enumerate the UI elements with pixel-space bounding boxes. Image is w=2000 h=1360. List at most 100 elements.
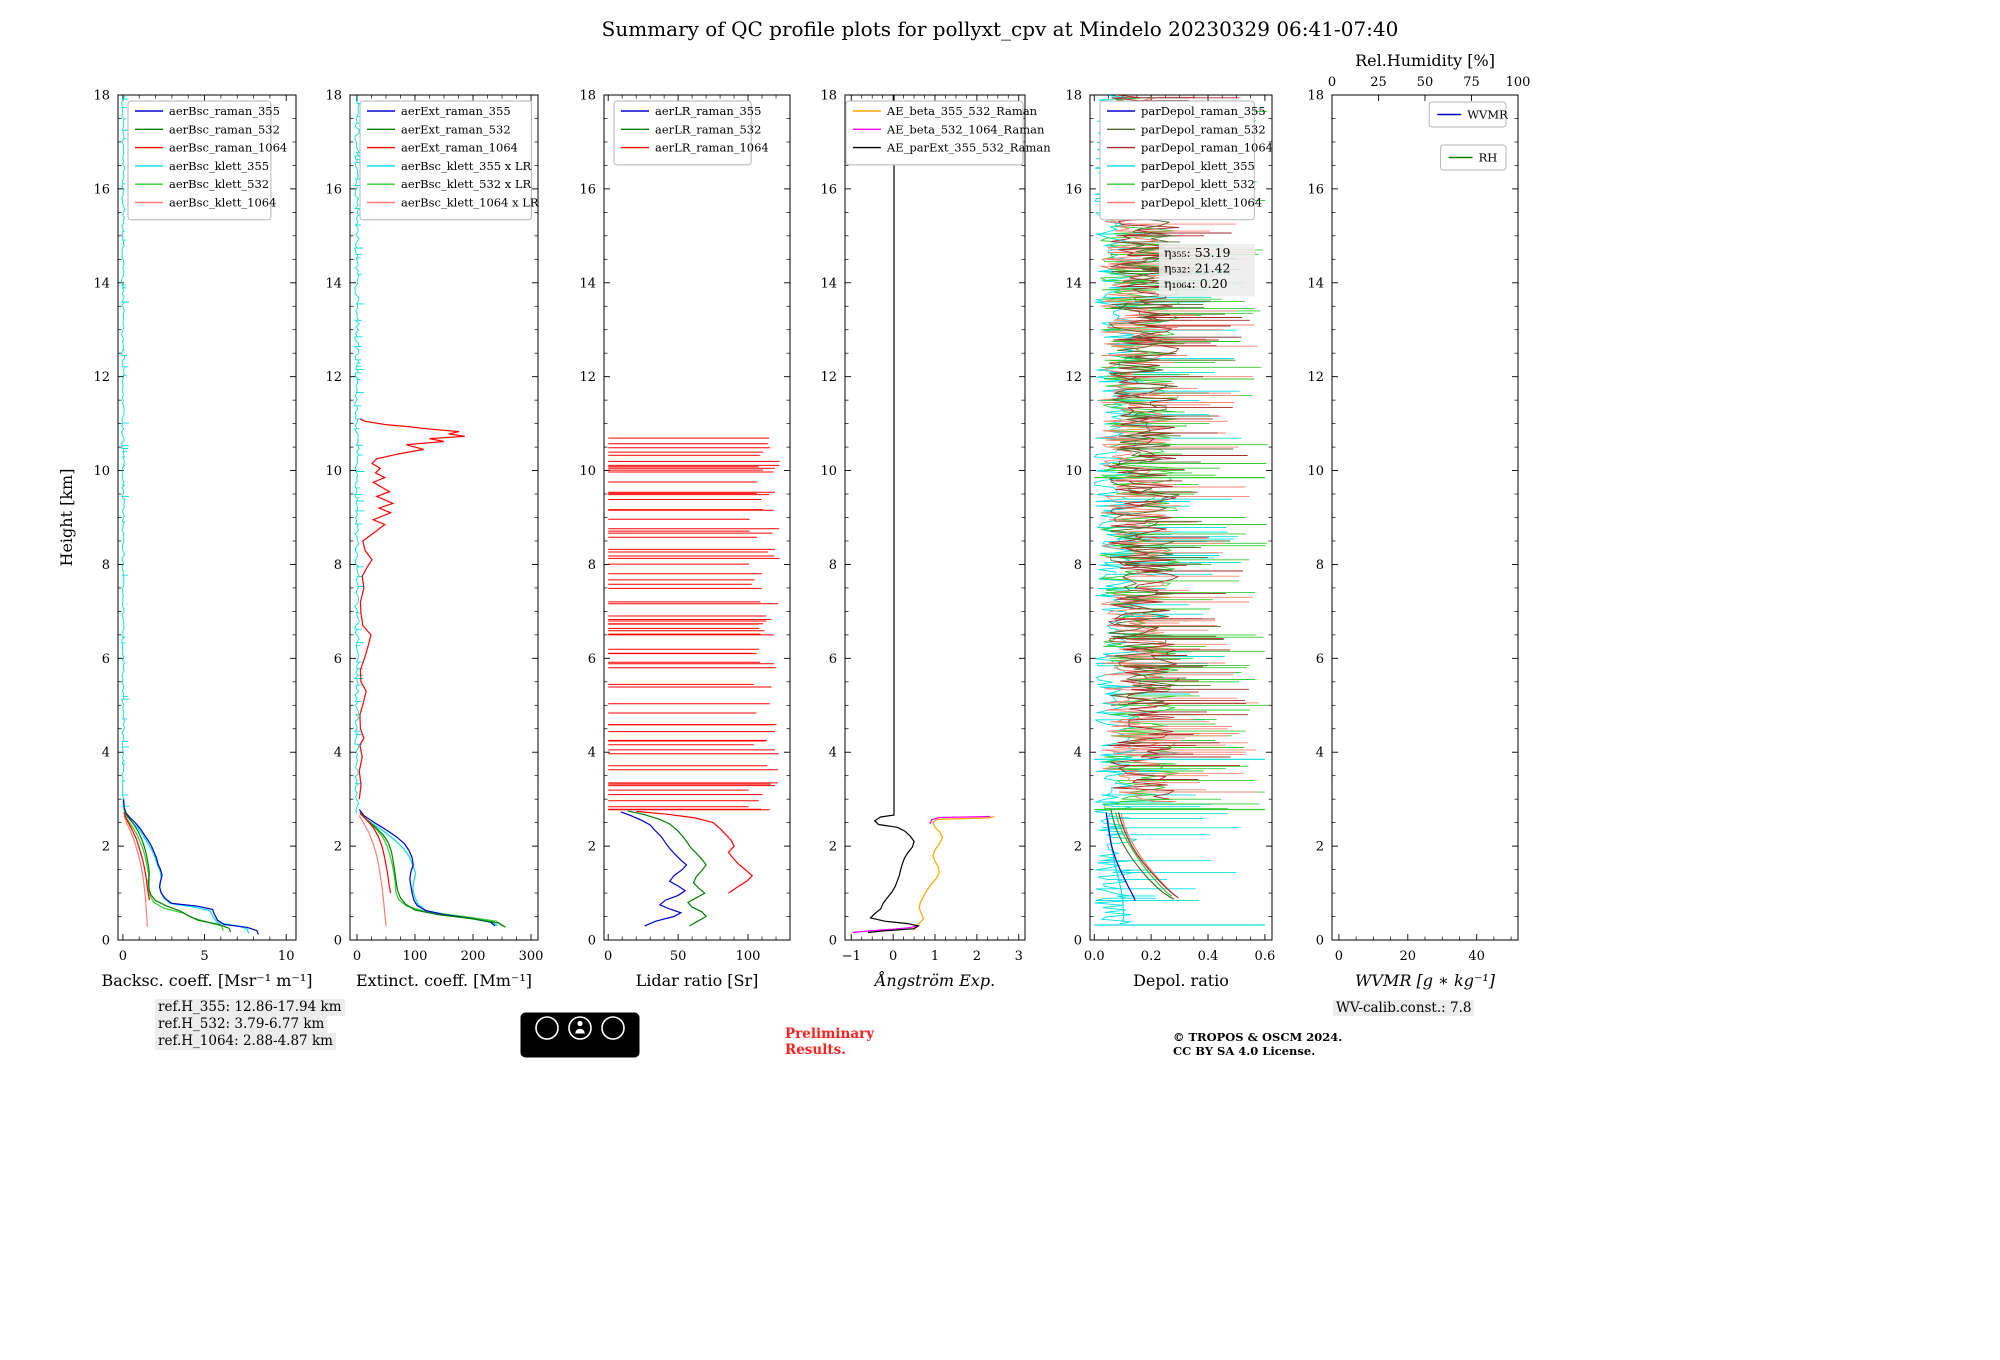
series-aerBsc_klett_355_x_LR (353, 96, 365, 814)
y-tick-label: 4 (102, 746, 110, 761)
ref-height-1064: ref.H_1064: 2.88-4.87 km (155, 1033, 336, 1050)
x-tick-label: 50 (670, 949, 687, 964)
person-icon (577, 1020, 583, 1027)
legend-label: aerExt_raman_1064 (401, 141, 518, 155)
x-tick-label: 20 (1400, 949, 1417, 964)
y-tick-label: 8 (829, 558, 837, 573)
y-tick-label: 12 (820, 370, 837, 385)
cc-by-icon (568, 1016, 592, 1040)
series-AE_beta_532_1064_Raman_low (852, 925, 919, 934)
y-tick-label: 18 (579, 89, 596, 104)
cc-sa-label: SA (606, 1047, 620, 1057)
y-tick-label: 2 (1074, 840, 1082, 855)
y-tick-label: 4 (1316, 746, 1324, 761)
preliminary-line2: Results. (785, 1042, 846, 1058)
legend-label: aerBsc_klett_532 (169, 177, 269, 191)
y-tick-label: 2 (588, 840, 596, 855)
y-tick-label: 16 (820, 182, 837, 197)
y-tick-label: 16 (1307, 182, 1324, 197)
axes-frame (844, 94, 1026, 941)
legend-label: parDepol_raman_1064 (1141, 141, 1273, 155)
copyright-note: © TROPOS & OSCM 2024. CC BY SA 4.0 Licen… (1173, 1030, 1342, 1058)
y-tick-label: 14 (1065, 276, 1082, 291)
y-tick-label: 14 (1307, 276, 1324, 291)
preliminary-results-note: Preliminary Results. (785, 1026, 874, 1058)
eta-annotation-line: η₃₅₅: 53.19 (1164, 245, 1231, 260)
copyright-line1: © TROPOS & OSCM 2024. (1173, 1030, 1343, 1044)
legend-label: aerBsc_raman_355 (169, 104, 280, 118)
x-axis-label: Lidar ratio [Sr] (636, 971, 759, 990)
eta-annotation-box (1159, 243, 1255, 297)
preliminary-line1: Preliminary (785, 1026, 875, 1042)
series-aerExt_raman_1064_low (359, 811, 392, 894)
legend-label: parDepol_raman_355 (1141, 104, 1266, 118)
series-aerBsc_klett_1064 (123, 815, 148, 927)
y-tick-label: 0 (102, 934, 110, 949)
series-AE_beta_355_532_Raman (912, 815, 995, 931)
legend-label: WVMR (1467, 108, 1508, 122)
x-tick-label: 0 (353, 949, 361, 964)
legend-box (359, 100, 532, 221)
x-axis-label: Extinct. coeff. [Mm⁻¹] (356, 971, 532, 990)
y-tick-label: 0 (334, 934, 342, 949)
legend-box (1099, 100, 1255, 221)
series-aerExt_raman_532 (359, 812, 506, 928)
legend-label: AE_parExt_355_532_Raman (886, 141, 1051, 155)
y-tick-label: 12 (579, 370, 596, 385)
x-tick-label: 40 (1468, 949, 1485, 964)
x-tick-label: 0 (889, 949, 897, 964)
y-tick-label: 12 (325, 370, 342, 385)
axes-frame (117, 94, 297, 941)
series-aerBsc_raman_355 (123, 799, 259, 935)
x-tick-label: 10 (278, 949, 295, 964)
wv-calibration-constant: WV-calib.const.: 7.8 (1333, 1000, 1475, 1016)
y-tick-label: 18 (1307, 89, 1324, 104)
y-tick-label: 14 (579, 276, 596, 291)
top-tick-label: 75 (1463, 75, 1480, 90)
y-tick-label: 0 (1074, 934, 1082, 949)
y-tick-label: 10 (325, 464, 342, 479)
y-tick-label: 12 (1307, 370, 1324, 385)
x-tick-label: 5 (200, 949, 208, 964)
person-body-icon (575, 1028, 585, 1034)
y-tick-label: 2 (102, 840, 110, 855)
y-tick-label: 8 (1316, 558, 1324, 573)
x-tick-label: 0.0 (1084, 949, 1105, 964)
ref-height-532: ref.H_532: 3.79-6.77 km (155, 1016, 328, 1033)
y-tick-label: 6 (1316, 652, 1324, 667)
legend-box (845, 100, 1024, 166)
x-tick-label: 0 (119, 949, 127, 964)
legend-label: aerExt_raman_355 (401, 104, 511, 118)
eta-annotation-line: η₁₀₆₄: 0.20 (1164, 276, 1228, 291)
legend-label: aerBsc_klett_532 x LR (401, 177, 532, 191)
legend-label: aerBsc_klett_355 (169, 159, 269, 173)
series-aerBsc_raman_532 (123, 808, 232, 933)
panel-depol: 0 2 4 6 8 10 12 14 16 18 0.0 0.2 0.4 0.6 Depol. ratio η… (1065, 89, 1275, 991)
legend-label: aerBsc_klett_1064 x LR (401, 196, 539, 210)
series-aerBsc_klett_355 (120, 95, 130, 807)
y-tick-label: 10 (93, 464, 110, 479)
cc-by-label: BY (573, 1047, 587, 1057)
x-tick-label: 0.6 (1255, 949, 1276, 964)
legend-label: AE_beta_532_1064_Raman (886, 122, 1045, 136)
share-alike-arrow-icon: ↺ (608, 1022, 618, 1036)
legend-label: aerLR_raman_532 (655, 122, 761, 136)
y-tick-label: 6 (102, 652, 110, 667)
panel-backscatter: 0 2 4 6 8 10 12 14 16 18 0 5 10 Backsc. coeff. [Msr⁻¹… (93, 89, 312, 991)
x-tick-label: −1 (842, 949, 861, 964)
y-tick-label: 6 (334, 652, 342, 667)
axes-frame (1331, 94, 1519, 941)
y-tick-label: 6 (1074, 652, 1082, 667)
y-tick-label: 8 (1074, 558, 1082, 573)
cc-icon-label: CC (539, 1024, 555, 1035)
top-tick-label: 100 (1506, 75, 1531, 90)
y-tick-label: 18 (325, 89, 342, 104)
top-tick-label: 0 (1328, 75, 1336, 90)
y-tick-label: 10 (579, 464, 596, 479)
series-aerBsc_klett_355_x_LR (362, 816, 498, 927)
legend-label: parDepol_klett_355 (1141, 159, 1255, 173)
y-tick-label: 14 (820, 276, 837, 291)
reference-height-box: ref.H_355: 12.86-17.94 km ref.H_532: 3.7… (155, 999, 345, 1050)
